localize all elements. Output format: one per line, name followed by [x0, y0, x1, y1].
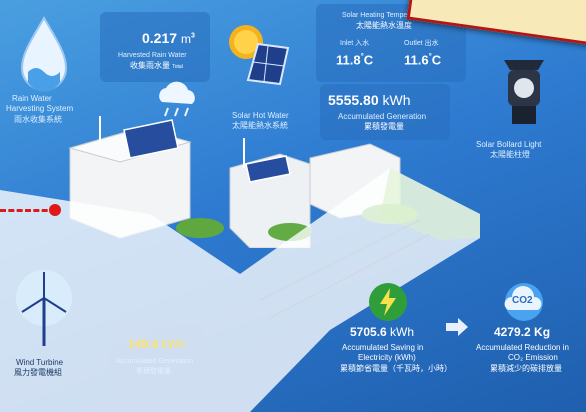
outlet-label: Outlet 出水 — [404, 40, 439, 47]
inlet-value: 11.8°C — [336, 52, 374, 68]
saving-label-en-1: Accumulated Saving in — [342, 343, 424, 352]
lightning-bolt-icon — [369, 283, 407, 321]
saving-label-zh: 累積節省電量（千瓦時，小時） — [340, 364, 452, 373]
arrow-right-icon — [446, 318, 468, 336]
wind-label-zh: 風力發電機組 — [14, 368, 62, 377]
wind-generation-label-zh: 累積發電量 — [136, 368, 171, 375]
rain-panel — [100, 12, 210, 82]
marker-dashed-line — [0, 209, 56, 212]
solar-hot-water-zh: 太陽能熱水系統 — [232, 121, 288, 130]
co2-label-en-1: Accumulated Reduction in — [476, 343, 569, 352]
co2-value: 4279.2 Kg — [494, 325, 551, 339]
rain-system-zh: 雨水收集系統 — [14, 115, 62, 124]
rain-label-zh: 收集雨水量 Total — [130, 61, 183, 70]
generation-value: 5555.80 kWh — [328, 92, 411, 108]
rain-system-en-1: Rain Water — [12, 94, 52, 103]
saving-label-en-2: Electricity (kWh) — [358, 353, 416, 362]
bollard-label-en: Solar Bollard Light — [476, 140, 542, 149]
saving-value: 5705.6 kWh — [350, 325, 415, 339]
sun-icon — [229, 25, 263, 59]
solar-temp-title-en: Solar Heating Temperature — [342, 12, 426, 19]
outlet-value: 11.6°C — [404, 52, 442, 68]
marker-dot — [49, 204, 61, 216]
co2-badge: CO2 — [512, 295, 533, 306]
solar-panel-icon — [246, 42, 290, 86]
wind-turbine-icon — [16, 270, 72, 346]
co2-label-zh: 累積減少的碳排放量 — [490, 364, 562, 373]
solar-hot-water-en: Solar Hot Water — [232, 111, 289, 120]
wind-generation-value: 149.4 kWh — [128, 337, 186, 351]
generation-label-en: Accumulated Generation — [338, 112, 427, 121]
wind-generation-label-en: Accumulated Generation — [116, 358, 194, 365]
generation-label-zh: 累積發電量 — [364, 122, 404, 131]
rain-water-icon — [20, 16, 68, 92]
wind-label-en: Wind Turbine — [16, 358, 64, 367]
co2-label-en-2: CO₂ Emission — [508, 353, 558, 362]
co2-cloud-icon — [504, 283, 543, 321]
rain-system-en-2: Harvesting System — [6, 104, 74, 113]
bollard-label-zh: 太陽能柱燈 — [490, 150, 530, 159]
rain-cloud-icon — [159, 81, 195, 117]
rain-amount: 0.217 m3 — [142, 30, 195, 46]
bollard-light-icon — [504, 60, 544, 124]
generation-panel — [320, 84, 450, 140]
solar-temp-title-zh: 太陽能熱水溫度 — [356, 21, 412, 30]
inlet-label: Inlet 入水 — [340, 40, 370, 47]
rain-label-en: Harvested Rain Water — [118, 52, 187, 59]
